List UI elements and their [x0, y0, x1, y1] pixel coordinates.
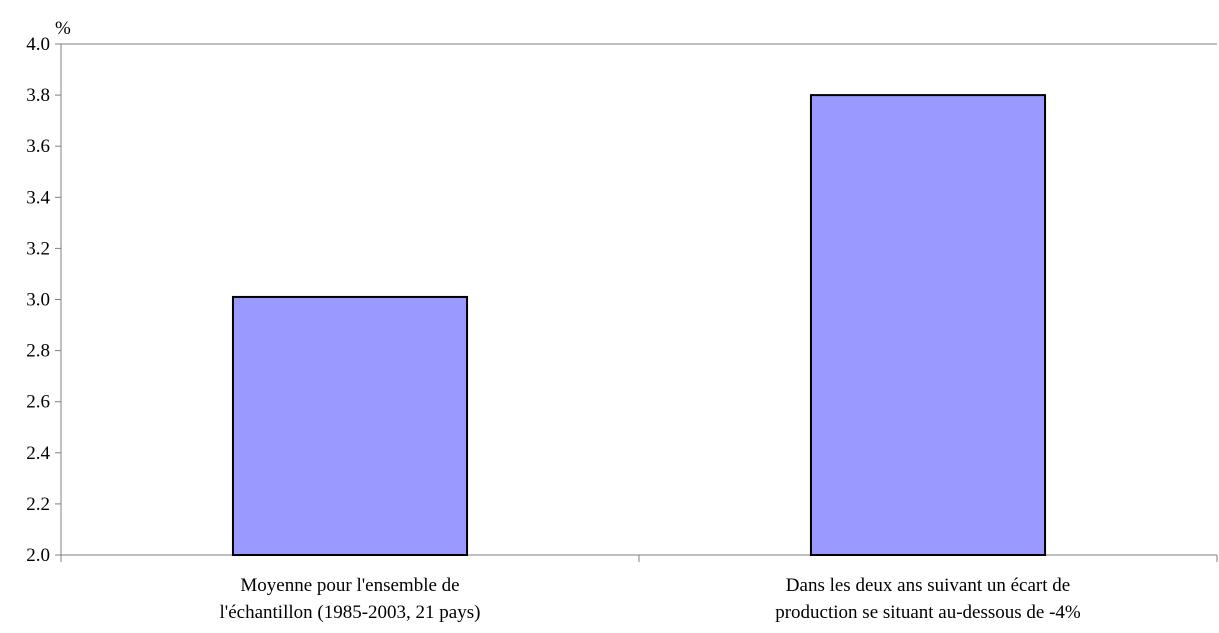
bar	[809, 94, 1047, 556]
y-tick-label: 2.8	[26, 341, 50, 362]
y-tick-label: 3.0	[26, 290, 50, 311]
y-tick-label: 2.2	[26, 494, 50, 515]
y-tick-label: 2.0	[26, 545, 50, 566]
y-tick-label: 4.0	[26, 34, 50, 55]
y-tick-label: 3.8	[26, 85, 50, 106]
y-tick-label: 2.4	[26, 443, 50, 464]
x-category-label: Moyenne pour l'ensemble de	[240, 575, 459, 596]
x-category-label: production se situant au-dessous de -4%	[775, 602, 1081, 623]
x-category-label: Dans les deux ans suivant un écart de	[786, 575, 1070, 596]
bar	[231, 295, 469, 556]
bars	[231, 94, 1047, 556]
y-unit-label: %	[55, 18, 71, 39]
y-tick-label: 3.6	[26, 136, 50, 157]
y-tick-label: 3.2	[26, 238, 50, 259]
y-tick-label: 3.4	[26, 187, 50, 208]
y-tick-label: 2.6	[26, 392, 50, 413]
labels: 2.0 2.2 2.4 2.6 2.8 3.0 3.2 3.4 3.6 3.8 4.0% Moyenn…	[26, 18, 1081, 623]
x-category-label: l'échantillon (1985-2003, 21 pays)	[220, 602, 481, 623]
